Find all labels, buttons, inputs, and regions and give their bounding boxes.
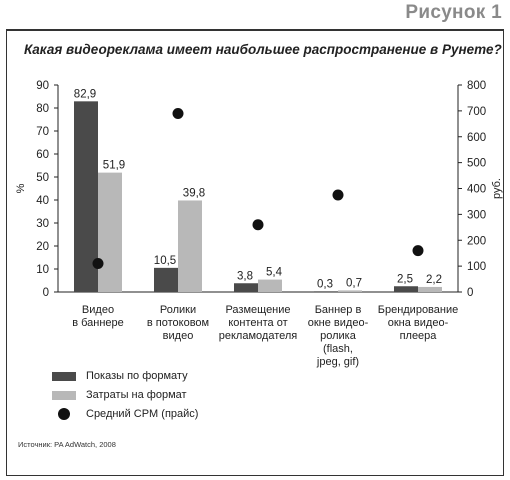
legend-item-cpm: Средний CPM (прайс) [52,407,198,421]
bar-spend [178,200,202,292]
legend-label-cpm: Средний CPM (прайс) [86,408,199,420]
y2-tick-label: 200 [467,235,486,247]
x-tick-label: плеера [400,330,438,342]
source-note: Источник: PA AdWatch, 2008 [18,440,116,449]
x-tick-label: в потоковом [147,317,209,329]
y2-tick-label: 0 [467,287,473,299]
bar-impressions [234,283,258,292]
data-label-spend: 5,4 [266,267,283,279]
chart-title: Какая видеореклама имеет наибольшее расп… [24,42,502,57]
y-tick-label: 30 [36,218,49,230]
legend-marker-cpm [58,408,70,420]
x-tick-label: Брендирование [378,304,459,316]
figure-label: Рисунок 1 [405,2,502,23]
bar-impressions [314,291,338,292]
x-tick-label: рекламодателя [219,330,298,342]
x-tick-label: (flash, [323,343,353,355]
legend-item-impressions: Показы по формату [52,369,188,383]
y2-tick-label: 300 [467,209,486,221]
y-axis-title: % [15,183,27,193]
x-tick-label: окна видео- [388,317,449,329]
y-tick-label: 40 [36,195,49,207]
bar-spend [338,290,362,292]
cpm-point [252,219,264,231]
legend-label-spend: Затраты на формат [86,389,187,401]
data-label-impressions: 2,5 [397,273,413,285]
x-tick-label: jpeg, gif) [316,356,359,368]
cpm-point [412,245,424,257]
y-tick-label: 10 [36,264,49,276]
y-tick-label: 50 [36,172,49,184]
frame-top-rule [6,29,504,31]
figure-frame [6,29,504,476]
cpm-point [332,189,344,201]
x-tick-label: в баннере [72,317,124,329]
x-tick-label: Ролики [160,304,196,316]
data-label-spend: 39,8 [183,187,205,199]
y2-axis-title: руб. [491,178,503,199]
data-label-impressions: 0,3 [317,278,333,290]
y2-tick-label: 800 [467,80,486,92]
x-tick-label: ролика [320,330,357,342]
legend-swatch-impressions [52,371,76,381]
y-tick-label: 0 [43,287,49,299]
y2-tick-label: 600 [467,132,486,144]
x-tick-label: окне видео- [308,317,369,329]
x-tick-label: Видео [82,304,114,316]
data-label-impressions: 82,9 [74,88,96,100]
data-label-spend: 2,2 [426,274,442,286]
y-tick-label: 20 [36,241,49,253]
data-label-spend: 0,7 [346,277,362,289]
y-tick-label: 60 [36,149,49,161]
data-label-spend: 51,9 [103,160,125,172]
legend-label-impressions: Показы по формату [86,370,188,382]
y2-tick-label: 100 [467,261,486,273]
bar-spend [98,172,122,292]
x-tick-label: видео [163,330,194,342]
cpm-point [172,107,184,119]
bar-spend [418,286,442,292]
y-tick-label: 90 [36,80,49,92]
cpm-point [92,258,104,270]
y-tick-label: 80 [36,103,49,115]
x-tick-label: контента от [228,317,287,329]
legend-item-spend: Затраты на формат [52,388,187,402]
data-label-impressions: 3,8 [237,270,253,282]
bar-impressions [154,267,178,292]
x-tick-label: Баннер в [315,304,362,316]
bar-impressions [394,286,418,292]
y2-tick-label: 700 [467,106,486,118]
y-tick-label: 70 [36,126,49,138]
legend-swatch-spend [52,390,76,400]
x-tick-label: Размещение [225,304,290,316]
data-label-impressions: 10,5 [154,255,176,267]
y2-tick-label: 400 [467,184,486,196]
bar-spend [258,279,282,292]
y2-tick-label: 500 [467,158,486,170]
